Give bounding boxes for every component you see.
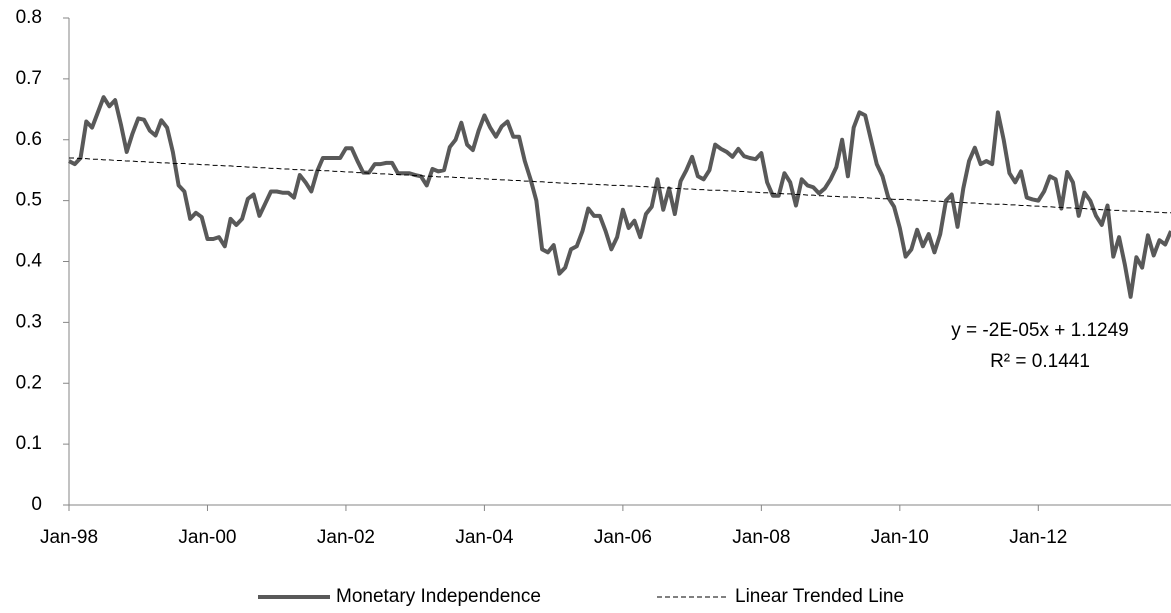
x-tick-label: Jan-06 (594, 527, 652, 548)
series-line (69, 157, 1171, 214)
x-tick-label: Jan-04 (455, 527, 514, 548)
y-tick-label: 0.1 (16, 433, 42, 454)
x-tick-label: Jan-98 (40, 527, 98, 548)
trend-r-squared: R² = 0.1441 (990, 351, 1090, 372)
y-tick-label: 0.6 (16, 129, 42, 150)
x-tick-label: Jan-02 (317, 527, 375, 548)
x-tick-label: Jan-12 (1009, 527, 1067, 548)
x-tick-label: Jan-00 (178, 527, 236, 548)
y-tick-label: 0 (31, 494, 42, 515)
y-tick-label: 0.3 (16, 311, 42, 332)
y-tick-label: 0.4 (16, 251, 43, 272)
x-tick-label: Jan-10 (871, 527, 929, 548)
trend-equation: y = -2E-05x + 1.1249 (951, 320, 1128, 341)
y-tick-label: 0.5 (16, 190, 42, 211)
legend-label: Monetary Independence (336, 586, 541, 607)
series-line (68, 95, 1171, 299)
y-tick-label: 0.8 (16, 7, 42, 28)
y-tick-label: 0.2 (16, 372, 42, 393)
legend-label: Linear Trended Line (735, 586, 904, 607)
x-tick-label: Jan-08 (732, 527, 790, 548)
y-tick-label: 0.7 (16, 68, 42, 89)
